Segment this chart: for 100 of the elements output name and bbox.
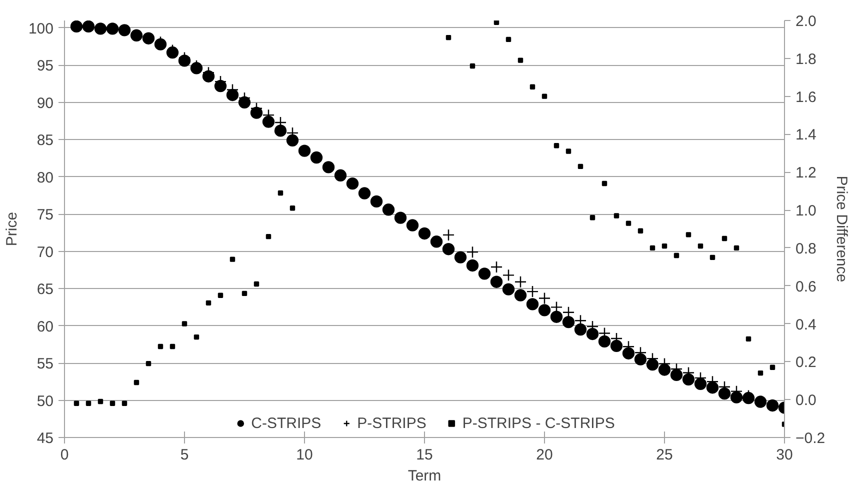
y2-tick-label: 0.0	[796, 392, 816, 410]
point	[566, 148, 572, 154]
point	[514, 289, 527, 302]
point	[674, 252, 680, 258]
point	[622, 347, 635, 360]
point	[514, 276, 527, 288]
x-axis-title: Term	[408, 468, 442, 484]
point	[418, 227, 431, 240]
point	[430, 236, 443, 248]
point	[614, 213, 620, 218]
point	[442, 228, 455, 242]
point	[406, 219, 419, 232]
x-tick-label: 25	[656, 446, 673, 464]
point	[662, 243, 668, 249]
point	[142, 32, 155, 44]
point	[122, 400, 128, 406]
y-tick-label: 55	[36, 356, 54, 373]
point	[74, 400, 80, 406]
point	[562, 316, 575, 328]
point	[694, 378, 707, 390]
point	[490, 276, 503, 288]
point	[550, 310, 563, 323]
point	[770, 364, 776, 370]
point	[130, 29, 143, 42]
point	[754, 396, 767, 408]
x-tick-label: 0	[60, 446, 69, 464]
legend-label: C-STRIPS	[251, 414, 322, 432]
point	[626, 220, 632, 226]
point	[470, 63, 476, 69]
point	[206, 300, 212, 306]
point	[766, 399, 779, 412]
y-axis-title: Price	[3, 212, 20, 246]
point	[146, 360, 152, 366]
point	[686, 232, 692, 238]
point	[118, 24, 131, 36]
point	[334, 169, 347, 182]
point	[722, 236, 728, 242]
y2-tick-label: 0.6	[796, 278, 816, 296]
point	[554, 143, 560, 148]
point	[370, 195, 383, 208]
point	[506, 36, 512, 42]
point	[586, 328, 599, 340]
x-tick-label: 20	[536, 446, 553, 464]
y-tick-label: 80	[36, 169, 54, 186]
point	[478, 268, 491, 280]
point	[242, 290, 248, 296]
point	[298, 144, 311, 157]
point	[502, 283, 515, 296]
point	[698, 243, 704, 249]
y-tick-label: 95	[36, 58, 54, 75]
point	[670, 368, 683, 382]
point	[278, 190, 284, 196]
x-tick-label: 10	[296, 446, 313, 464]
x-tick-label: 5	[180, 446, 189, 464]
point	[394, 212, 407, 224]
point	[346, 177, 359, 190]
y2-tick-label: 0.8	[796, 240, 816, 258]
y2-tick-label: 2.0	[796, 13, 816, 30]
point	[446, 34, 452, 40]
y-tick-label: 75	[36, 206, 54, 224]
point	[286, 134, 299, 146]
y2-tick-label: 1.2	[796, 164, 816, 182]
point	[82, 20, 95, 33]
point	[526, 298, 539, 310]
y-tick-label: 45	[36, 430, 54, 447]
point	[94, 22, 107, 35]
point	[730, 391, 743, 404]
point	[194, 334, 200, 340]
legend-label: P-STRIPS - C-STRIPS	[462, 414, 615, 432]
point	[538, 304, 551, 316]
y-tick-label: 65	[36, 281, 54, 298]
point	[526, 285, 539, 298]
point	[746, 336, 752, 342]
y-tick-label: 50	[36, 392, 54, 410]
point	[518, 58, 524, 63]
point	[182, 321, 188, 326]
point	[98, 398, 104, 404]
y2-tick-label: 0.4	[796, 316, 816, 334]
point	[266, 234, 272, 240]
point	[574, 323, 587, 336]
point	[530, 84, 536, 90]
point	[310, 151, 323, 164]
y2-tick-label: 1.0	[796, 202, 816, 220]
point	[322, 161, 335, 174]
point	[494, 20, 500, 25]
point	[706, 382, 719, 394]
y-tick-label: 90	[36, 94, 54, 112]
point	[650, 245, 656, 251]
point	[538, 292, 551, 304]
y2-tick-label: 1.6	[796, 88, 816, 106]
point	[230, 256, 236, 262]
point	[658, 364, 671, 376]
point	[490, 260, 503, 274]
point	[646, 358, 659, 371]
point	[454, 251, 467, 264]
point	[466, 259, 479, 272]
point	[70, 20, 83, 33]
point	[466, 246, 479, 258]
legend-label: P-STRIPS	[357, 414, 426, 432]
y2-axis-title: Price Difference	[833, 176, 850, 282]
